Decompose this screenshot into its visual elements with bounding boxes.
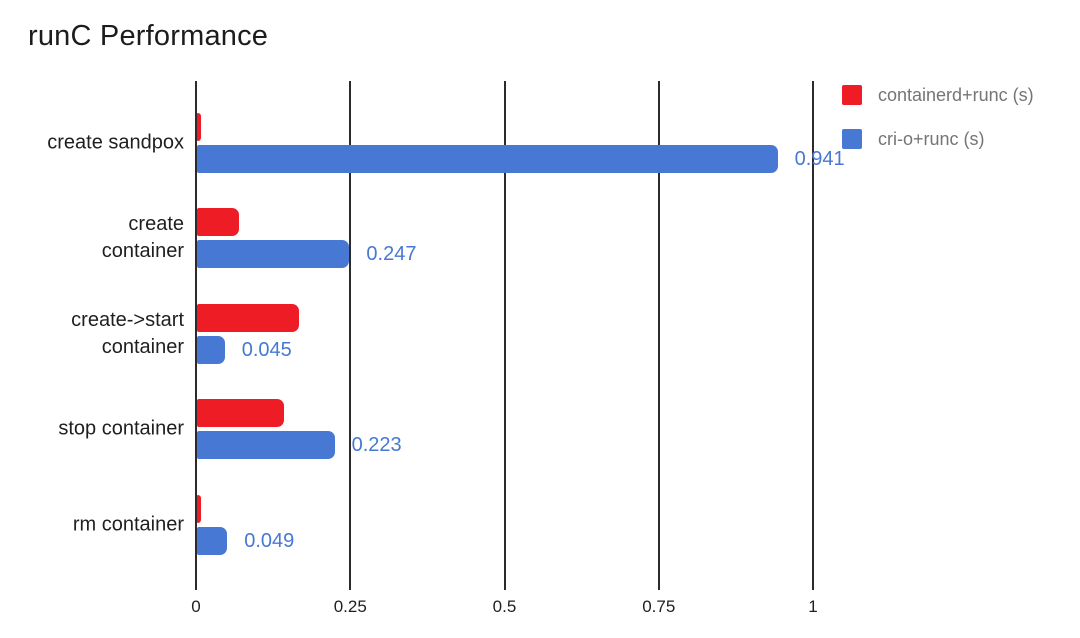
- gridline: [503, 81, 506, 590]
- category-label: create container: [101, 213, 184, 263]
- x-axis-tick-label: 1: [808, 597, 818, 616]
- gridline: [657, 81, 660, 590]
- bar-containerd[interactable]: [197, 399, 284, 428]
- bar-crio[interactable]: [197, 145, 778, 173]
- legend-swatch-icon: [842, 129, 862, 149]
- bar-value-label: 0.045: [241, 338, 292, 361]
- x-axis-tick-label: 0: [191, 597, 201, 616]
- legend-swatch-icon: [842, 85, 862, 105]
- category-label: stop container: [58, 417, 184, 440]
- bar-crio[interactable]: [197, 431, 335, 460]
- bar-value-label: 0.247: [366, 243, 417, 266]
- legend-entry[interactable]: containerd+runc (s): [842, 85, 1034, 105]
- chart-title: runC Performance: [28, 20, 269, 52]
- gridline: [349, 81, 352, 590]
- bar-value-label: 0.049: [244, 529, 295, 552]
- x-axis-tick-label: 0.5: [492, 597, 517, 616]
- legend-label: containerd+runc (s): [878, 84, 1034, 105]
- x-axis-tick-label: 0.75: [642, 597, 676, 616]
- category-label: create->start container: [71, 308, 184, 358]
- bar-containerd[interactable]: [197, 113, 201, 141]
- category-label: create sandpox: [47, 131, 184, 154]
- bar-value-label: 0.223: [351, 434, 402, 457]
- legend-label: cri-o+runc (s): [878, 128, 985, 149]
- gridline: [195, 81, 197, 590]
- bar-value-label: 0.941: [794, 148, 845, 170]
- legend-entry[interactable]: cri-o+runc (s): [842, 129, 1034, 149]
- bar-containerd[interactable]: [197, 208, 239, 237]
- bar-containerd[interactable]: [197, 303, 300, 332]
- legend: containerd+runc (s) cri-o+runc (s): [842, 85, 1034, 173]
- gridline: [812, 81, 814, 590]
- bar-crio[interactable]: [197, 240, 350, 269]
- x-axis-tick-label: 0.25: [333, 597, 367, 616]
- category-label: rm container: [72, 513, 184, 536]
- bar-crio[interactable]: [197, 335, 225, 364]
- bar-crio[interactable]: [197, 526, 228, 555]
- bar-containerd[interactable]: [197, 494, 201, 523]
